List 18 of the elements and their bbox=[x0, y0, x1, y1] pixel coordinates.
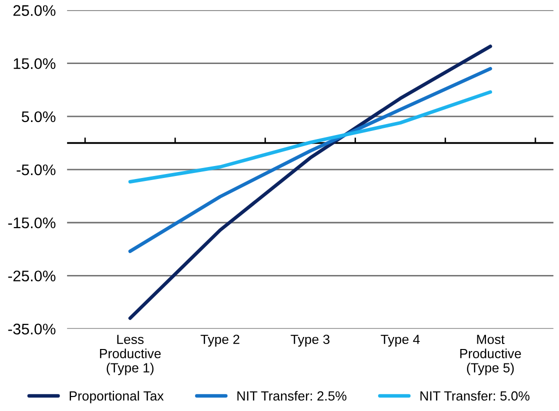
y-tick-label: 5.0% bbox=[22, 111, 56, 122]
y-tick-label: -35.0% bbox=[8, 324, 56, 334]
y-tick-label: -5.0% bbox=[16, 164, 56, 176]
y-tick-label: 25.0% bbox=[13, 5, 56, 16]
legend-label: NIT Transfer: 2.5% bbox=[237, 390, 346, 401]
line-series bbox=[128, 44, 492, 320]
y-tick-label: -15.0% bbox=[8, 217, 56, 228]
x-tick-label: Less Productive (Type 1) bbox=[100, 334, 161, 376]
line-series bbox=[128, 66, 492, 254]
line-series bbox=[128, 90, 492, 184]
x-tick-label: Type 4 bbox=[380, 334, 420, 347]
legend-label: Proportional Tax bbox=[70, 390, 164, 404]
legend-label: NIT Transfer: 5.0% bbox=[420, 390, 530, 401]
x-tick-label: Most Productive (Type 5) bbox=[460, 334, 521, 376]
x-tick-label: Type 2 bbox=[200, 334, 240, 347]
x-tick-label: Type 3 bbox=[290, 334, 330, 347]
y-tick-label: -25.0% bbox=[8, 270, 56, 282]
y-tick-label: 15.0% bbox=[14, 58, 56, 70]
